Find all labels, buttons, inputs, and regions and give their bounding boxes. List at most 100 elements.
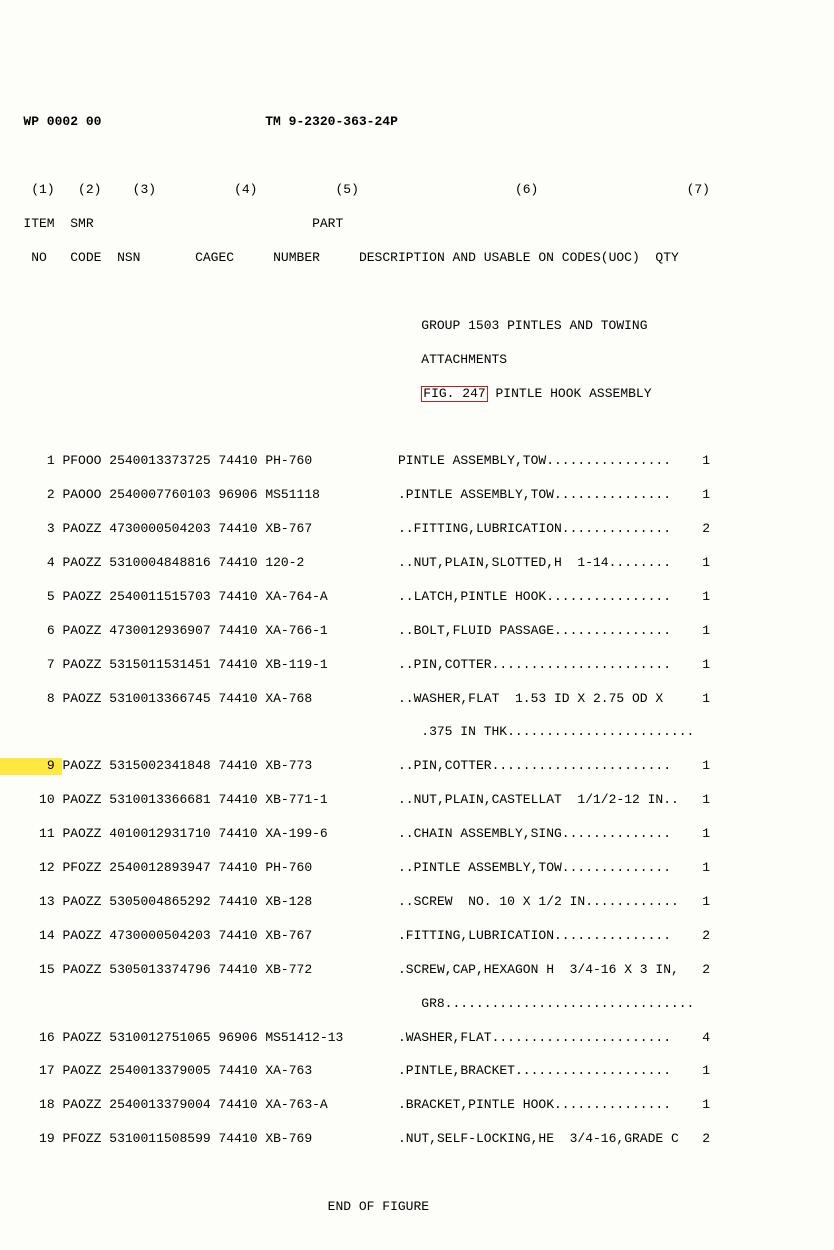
cell-cag: 74410 — [219, 792, 258, 807]
col-hdr1-line: ITEM SMR PART — [0, 216, 834, 233]
cell-qty: 1 — [702, 487, 710, 502]
group-line-1: GROUP 1503 PINTLES AND TOWING — [0, 318, 834, 335]
cell-desc: .PINTLE ASSEMBLY,TOW............... — [398, 487, 671, 502]
cell-qty: 1 — [702, 1063, 710, 1078]
cell-cag: 74410 — [219, 657, 258, 672]
cell-qty: 1 — [702, 792, 710, 807]
cell-no: 16 — [39, 1030, 55, 1045]
col-n5: (5) — [336, 182, 359, 197]
cell-qty: 1 — [702, 589, 710, 604]
col-n3: (3) — [133, 182, 156, 197]
cell-no: 15 — [39, 962, 55, 977]
cell-nsn: 2540013379004 — [109, 1097, 210, 1112]
cell-cag: 96906 — [219, 487, 258, 502]
cell-no: 6 — [47, 623, 55, 638]
cell-nsn: 2540013373725 — [109, 453, 210, 468]
cell-pn: PH-760 — [265, 860, 312, 875]
col-n1: (1) — [31, 182, 54, 197]
col-n6: (6) — [515, 182, 538, 197]
cell-no: 13 — [39, 894, 55, 909]
col-n4: (4) — [234, 182, 257, 197]
group-line-2: ATTACHMENTS — [0, 352, 834, 369]
col-num-line: (1) (2) (3) (4) (5) (6) (7) — [0, 182, 834, 199]
cell-pn: XB-773 — [265, 758, 312, 773]
table-row: 7 PAOZZ 5315011531451 74410 XB-119-1 ..P… — [0, 657, 834, 674]
cell-pn: MS51412-13 — [265, 1030, 343, 1045]
cell-qty: 1 — [702, 758, 710, 773]
fig-reference[interactable]: FIG. 247 — [421, 386, 487, 402]
cell-pn: 120-2 — [265, 555, 304, 570]
cell-smr: PAOZZ — [62, 1030, 101, 1045]
cell-desc: PINTLE ASSEMBLY,TOW................ — [398, 453, 671, 468]
blank-line — [0, 1165, 834, 1182]
cell-smr: PAOZZ — [62, 758, 101, 773]
cell-cag: 74410 — [219, 623, 258, 638]
cell-smr: PAOZZ — [62, 657, 101, 672]
col-desc: DESCRIPTION AND USABLE ON CODES(UOC) — [359, 250, 640, 265]
cell-desc: ..NUT,PLAIN,SLOTTED,H 1-14........ — [398, 555, 671, 570]
cell-desc: ..PIN,COTTER....................... — [398, 758, 671, 773]
end-of-figure-line: END OF FIGURE — [0, 1199, 834, 1216]
cell-nsn: 5315002341848 — [109, 758, 210, 773]
cell-desc: .NUT,SELF-LOCKING,HE 3/4-16,GRADE C — [398, 1131, 679, 1146]
cell-no: 5 — [47, 589, 55, 604]
cell-qty: 4 — [702, 1030, 710, 1045]
cell-desc: .PINTLE,BRACKET.................... — [398, 1063, 671, 1078]
cell-pn: XB-119-1 — [265, 657, 327, 672]
cell-desc: ..LATCH,PINTLE HOOK................ — [398, 589, 671, 604]
cell-nsn: 5305013374796 — [109, 962, 210, 977]
cell-no: 8 — [47, 691, 55, 706]
cell-cag: 74410 — [219, 860, 258, 875]
cell-pn: XB-767 — [265, 928, 312, 943]
cell-nsn: 4010012931710 — [109, 826, 210, 841]
cell-nsn: 5310004848816 — [109, 555, 210, 570]
table-row: 15 PAOZZ 5305013374796 74410 XB-772 .SCR… — [0, 962, 834, 979]
table-row: 9 PAOZZ 5315002341848 74410 XB-773 ..PIN… — [0, 758, 834, 775]
cell-smr: PAOZZ — [62, 555, 101, 570]
cell-smr: PAOZZ — [62, 1063, 101, 1078]
cell-smr: PAOZZ — [62, 962, 101, 977]
cell-smr: PFOOO — [62, 453, 101, 468]
cell-pn: XA-768 — [265, 691, 312, 706]
cell-nsn: 4730000504203 — [109, 928, 210, 943]
blank-line — [0, 148, 834, 165]
cell-cag: 74410 — [219, 928, 258, 943]
group-line-3: FIG. 247 PINTLE HOOK ASSEMBLY — [0, 386, 834, 403]
cell-no: 9 — [47, 758, 55, 773]
group-text-1: GROUP 1503 PINTLES AND TOWING — [421, 318, 647, 333]
cell-cag: 74410 — [219, 758, 258, 773]
cell-qty: 2 — [702, 928, 710, 943]
cell-pn: XB-769 — [265, 1131, 312, 1146]
col-no: NO — [31, 250, 47, 265]
cell-nsn: 2540013379005 — [109, 1063, 210, 1078]
cell-no: 4 — [47, 555, 55, 570]
cell-desc: .SCREW,CAP,HEXAGON H 3/4-16 X 3 IN, — [398, 962, 679, 977]
table-row: 1 PFOOO 2540013373725 74410 PH-760 PINTL… — [0, 453, 834, 470]
table-row: 3 PAOZZ 4730000504203 74410 XB-767 ..FIT… — [0, 521, 834, 538]
cell-qty: 1 — [702, 826, 710, 841]
table-row: 6 PAOZZ 4730012936907 74410 XA-766-1 ..B… — [0, 623, 834, 640]
cell-nsn: 5310013366681 — [109, 792, 210, 807]
cell-pn: XA-764-A — [265, 589, 327, 604]
cell-smr: PAOZZ — [62, 928, 101, 943]
cell-nsn: 5310013366745 — [109, 691, 210, 706]
cell-cag: 74410 — [219, 1063, 258, 1078]
col-nsn: NSN — [117, 250, 140, 265]
cell-pn: XB-772 — [265, 962, 312, 977]
cell-cag: 74410 — [219, 453, 258, 468]
cell-cag: 74410 — [219, 555, 258, 570]
cell-desc: ..CHAIN ASSEMBLY,SING.............. — [398, 826, 671, 841]
col-code: CODE — [70, 250, 101, 265]
cell-no: 11 — [39, 826, 55, 841]
col-item: ITEM — [23, 216, 54, 231]
col-qty: QTY — [655, 250, 678, 265]
end-of-figure: END OF FIGURE — [328, 1199, 429, 1214]
cell-cag: 74410 — [219, 962, 258, 977]
table-row: 12 PFOZZ 2540012893947 74410 PH-760 ..PI… — [0, 860, 834, 877]
highlight-row-9: 9 — [0, 758, 62, 775]
cell-no: 18 — [39, 1097, 55, 1112]
cell-qty: 1 — [702, 691, 710, 706]
cell-desc: ..NUT,PLAIN,CASTELLAT 1/1/2-12 IN.. — [398, 792, 679, 807]
cell-nsn: 5305004865292 — [109, 894, 210, 909]
cell-nsn: 5315011531451 — [109, 657, 210, 672]
